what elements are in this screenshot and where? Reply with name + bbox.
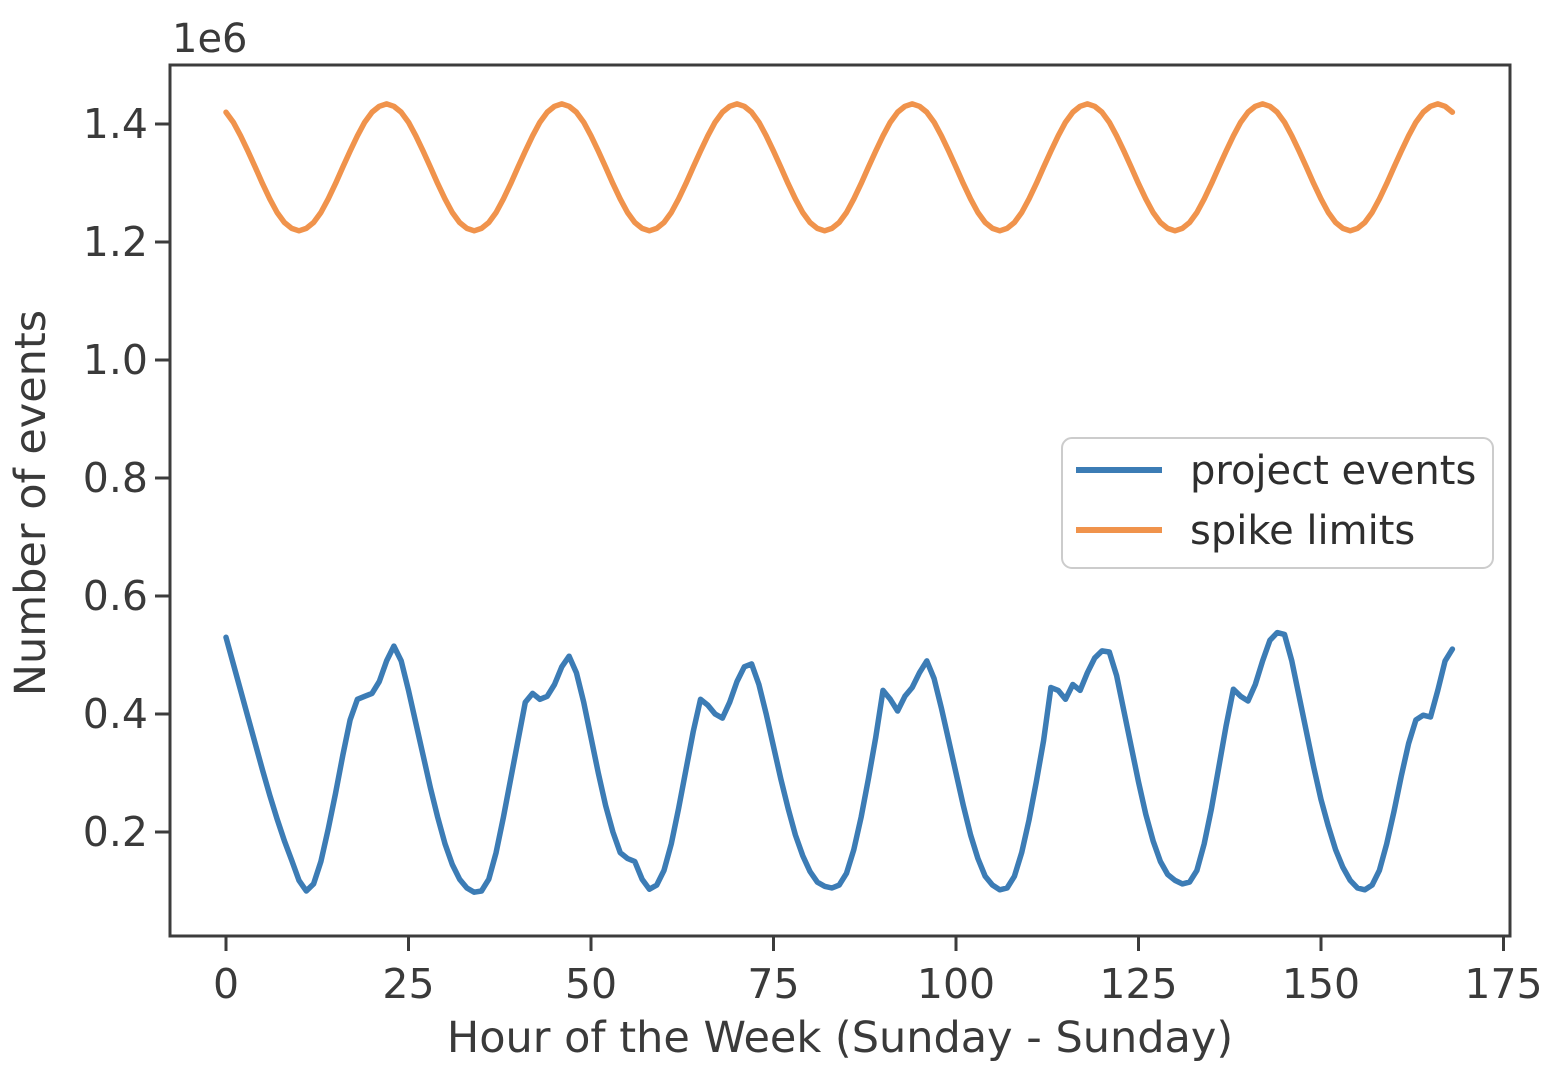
y-axis-offset-label: 1e6 bbox=[172, 16, 248, 62]
legend-box bbox=[1061, 437, 1494, 569]
y-tick-label: 0.8 bbox=[83, 454, 148, 502]
x-tick-label: 150 bbox=[1282, 960, 1360, 1008]
plot-frame bbox=[168, 63, 1512, 938]
y-tick-label: 0.2 bbox=[83, 808, 148, 856]
x-axis-label: Hour of the Week (Sunday - Sunday) bbox=[447, 1013, 1233, 1063]
series-lines bbox=[223, 101, 1456, 895]
x-tick-label: 50 bbox=[565, 960, 617, 1008]
axis-ticks: 0 25 50 75 100 125 150 175 0.2 0.4 0.6 0.8 1.0 1.2 1.4 bbox=[83, 100, 1543, 1008]
legend: project events spike limits bbox=[1061, 437, 1494, 569]
y-tick-label: 0.4 bbox=[83, 690, 148, 738]
y-tick-label: 0.6 bbox=[83, 572, 148, 620]
y-axis-label: Number of events bbox=[6, 310, 56, 696]
series-line-spike-limits bbox=[223, 101, 1456, 234]
legend-label-project-events: project events bbox=[1190, 448, 1476, 494]
y-tick-label: 1.4 bbox=[83, 100, 148, 148]
legend-label-spike-limits: spike limits bbox=[1190, 508, 1415, 554]
x-tick-label: 75 bbox=[747, 960, 799, 1008]
y-tick-label: 1.2 bbox=[83, 218, 148, 266]
x-tick-label: 175 bbox=[1464, 960, 1542, 1008]
y-tick-label: 1.0 bbox=[83, 336, 148, 384]
x-tick-label: 100 bbox=[917, 960, 995, 1008]
x-tick-label: 25 bbox=[382, 960, 434, 1008]
series-line-project-events bbox=[223, 629, 1456, 895]
x-tick-label: 125 bbox=[1099, 960, 1177, 1008]
x-tick-label: 0 bbox=[213, 960, 239, 1008]
